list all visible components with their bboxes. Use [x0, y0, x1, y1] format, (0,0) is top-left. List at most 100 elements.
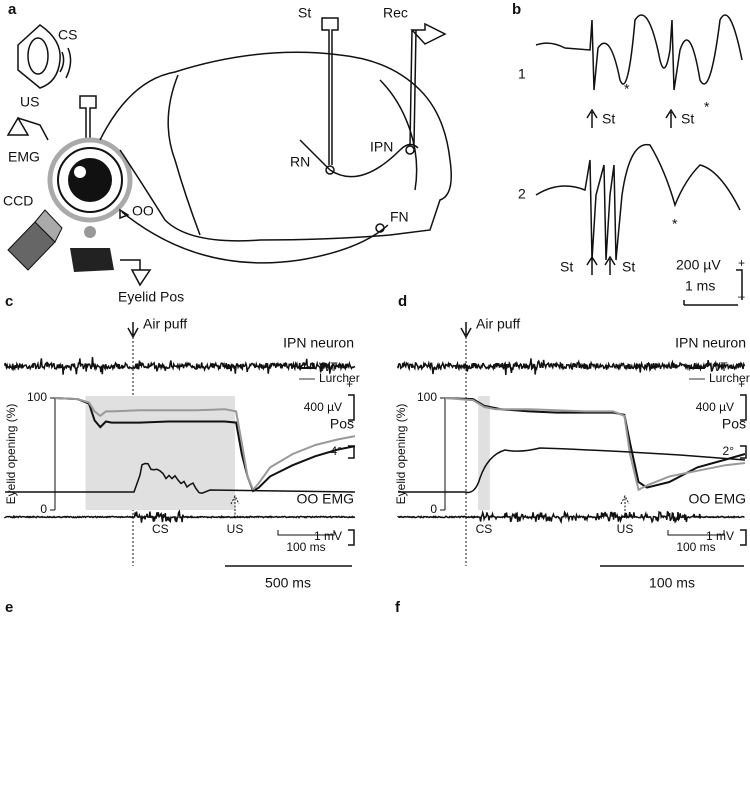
- us-needle: [79, 95, 97, 140]
- label: CS: [58, 27, 77, 43]
- label: St: [560, 259, 573, 275]
- y-tick-label: 100: [417, 390, 437, 404]
- asterisk: *: [672, 216, 678, 232]
- label: 1: [518, 66, 526, 82]
- panel-label: a: [8, 1, 17, 18]
- y-tick-label: 0: [40, 502, 47, 516]
- lens: [34, 209, 63, 243]
- label: Eyelid Pos: [118, 289, 184, 305]
- pupil: [68, 158, 112, 202]
- label: CCD: [3, 193, 33, 209]
- panel-c: c Air puff IPN neuron Pos OO EMG + – 400…: [5, 293, 355, 591]
- label: FN: [390, 209, 409, 225]
- pathway: [121, 211, 389, 264]
- neuron: [325, 165, 335, 175]
- y-tick-label: 100: [27, 390, 47, 404]
- scale-label: 400 µV: [696, 400, 734, 414]
- panel-d: d Air puff IPN neuron Pos OO EMG + – 400…: [398, 293, 747, 591]
- label: IPN neuron: [283, 335, 354, 351]
- us-label: US: [617, 522, 634, 536]
- label: Pos: [330, 416, 354, 432]
- trace: [397, 358, 746, 376]
- stim-arrow: [127, 322, 139, 339]
- scale-bar: [667, 530, 725, 536]
- cs-shading: [85, 396, 235, 510]
- sensor-chip: [70, 248, 114, 272]
- speaker-cone: [27, 37, 49, 75]
- label: IPN: [370, 139, 393, 155]
- eye-ring: [47, 137, 133, 223]
- panel-label: c: [5, 293, 13, 310]
- us-arrow: [620, 494, 630, 518]
- panel-label: f: [395, 599, 401, 616]
- stim-arrow: [586, 255, 598, 275]
- pos-amp: [120, 259, 152, 287]
- label: OO: [132, 203, 154, 219]
- stim-arrow: [665, 108, 677, 128]
- label: RN: [290, 154, 310, 170]
- scale-label: 500 ms: [265, 575, 311, 591]
- y-axis-label: Eyelid opening (%): [4, 404, 18, 505]
- label: EMG: [8, 149, 40, 165]
- panel-label: e: [5, 599, 13, 616]
- neuron: [405, 145, 415, 155]
- scale-label: 100 ms: [676, 540, 715, 554]
- label: 2: [518, 186, 526, 202]
- line: [54, 397, 356, 492]
- trace: [535, 14, 743, 91]
- rec-electrode: [409, 22, 447, 146]
- cs-label: CS: [152, 522, 169, 536]
- scale-label: 2°: [723, 444, 735, 458]
- scale-label: 1 mV: [706, 529, 734, 543]
- sign: +: [738, 256, 745, 270]
- stim-arrow: [586, 108, 598, 128]
- line: [444, 397, 746, 492]
- scale-label: 100 ms: [649, 575, 695, 591]
- trace: [4, 357, 356, 375]
- brain-line: [167, 74, 201, 236]
- line: [54, 397, 356, 493]
- label: St: [298, 5, 311, 21]
- st-electrode: [321, 17, 339, 165]
- sound-waves: [59, 47, 72, 79]
- legend-label: Lurcher: [709, 371, 750, 385]
- scale-bar: [600, 394, 747, 567]
- scale-bar: [225, 394, 355, 567]
- pathway: [299, 139, 331, 171]
- sign: +: [346, 377, 353, 391]
- pathway: [329, 143, 419, 178]
- emg-amp: [6, 116, 49, 141]
- trace: [535, 143, 741, 261]
- y-tick-label: 0: [430, 502, 437, 516]
- scale-label: 100 ms: [286, 540, 325, 554]
- neuron: [375, 223, 385, 233]
- panel-a: a CS US EMG CCD Eyelid Pos OO St Rec RN …: [3, 1, 452, 305]
- us-arrow: [230, 494, 240, 518]
- panel-b: b 1 2 * * * St St St St + – 200 µV 1 ms: [512, 1, 745, 306]
- scale-label: 1 ms: [685, 278, 715, 294]
- oo-arrow: [119, 208, 130, 220]
- stim-arrow: [604, 255, 616, 275]
- label: Air puff: [143, 316, 187, 332]
- trace: [5, 462, 356, 494]
- label: OO EMG: [296, 491, 354, 507]
- cs-shading: [478, 396, 490, 510]
- panel-label: d: [398, 293, 407, 310]
- speaker: [17, 24, 61, 89]
- label: Rec: [383, 5, 408, 21]
- panel-label: b: [512, 1, 521, 18]
- y-axis-label: Eyelid opening (%): [394, 404, 408, 505]
- label: Pos: [722, 416, 746, 432]
- us-label: US: [227, 522, 244, 536]
- glint: [74, 166, 86, 178]
- label: IPN neuron: [675, 335, 746, 351]
- label: OO EMG: [688, 491, 746, 507]
- legend-label: Lurcher: [319, 371, 360, 385]
- trace: [397, 509, 745, 525]
- scale-label: 200 µV: [676, 257, 721, 273]
- sign: –: [738, 289, 745, 303]
